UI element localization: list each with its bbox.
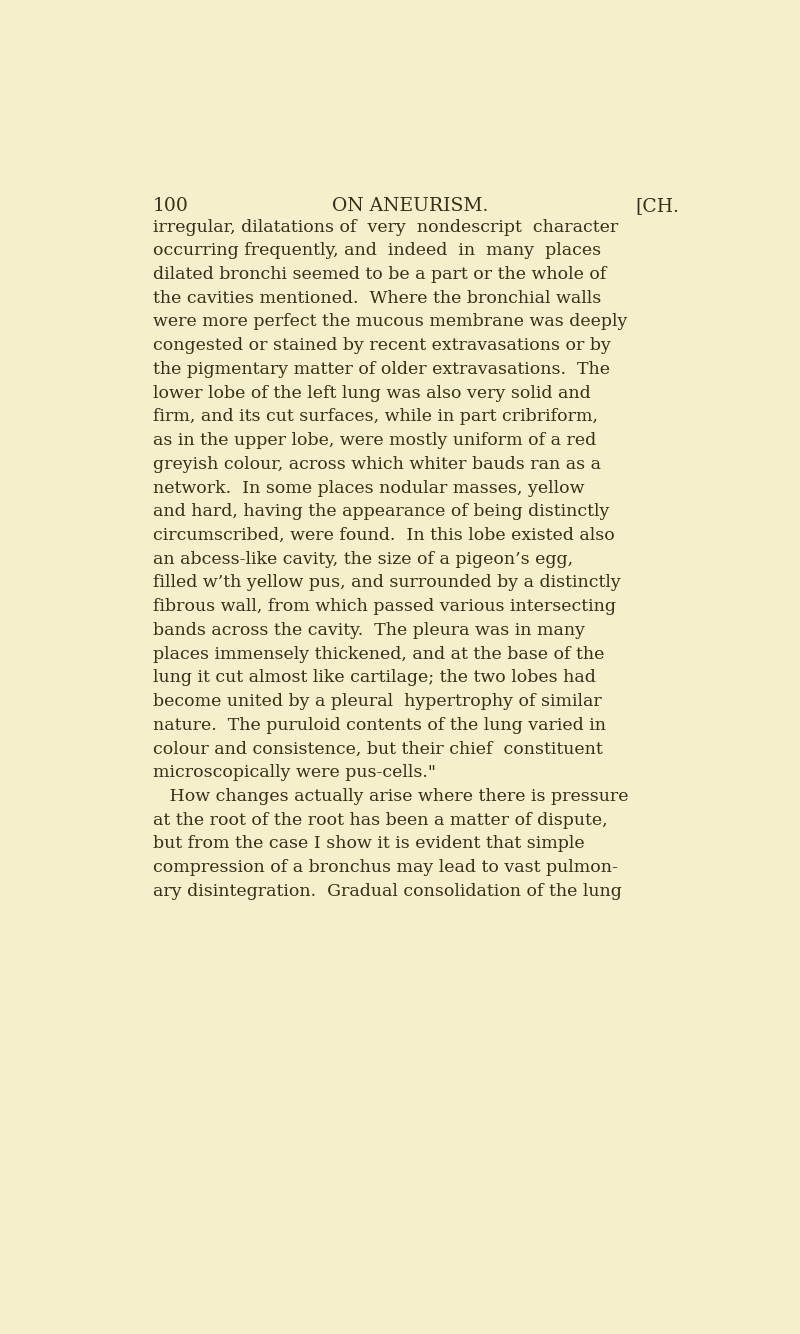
Text: become united by a pleural  hypertrophy of similar: become united by a pleural hypertrophy o… xyxy=(153,692,602,710)
Text: [CH.: [CH. xyxy=(636,197,680,215)
Text: microscopically were pus-cells.": microscopically were pus-cells." xyxy=(153,764,436,782)
Text: an abcess-like cavity, the size of a pigeon’s egg,: an abcess-like cavity, the size of a pig… xyxy=(153,551,573,568)
Text: fibrous wall, from which passed various intersecting: fibrous wall, from which passed various … xyxy=(153,598,616,615)
Text: lower lobe of the left lung was also very solid and: lower lobe of the left lung was also ver… xyxy=(153,384,590,402)
Text: at the root of the root has been a matter of dispute,: at the root of the root has been a matte… xyxy=(153,811,607,828)
Text: were more perfect the mucous membrane was deeply: were more perfect the mucous membrane wa… xyxy=(153,313,627,331)
Text: greyish colour, across which whiter bauds ran as a: greyish colour, across which whiter baud… xyxy=(153,456,601,472)
Text: congested or stained by recent extravasations or by: congested or stained by recent extravasa… xyxy=(153,338,610,355)
Text: network.  In some places nodular masses, yellow: network. In some places nodular masses, … xyxy=(153,479,584,496)
Text: filled w’th yellow pus, and surrounded by a distinctly: filled w’th yellow pus, and surrounded b… xyxy=(153,575,621,591)
Text: ary disintegration.  Gradual consolidation of the lung: ary disintegration. Gradual consolidatio… xyxy=(153,883,622,899)
Text: dilated bronchi seemed to be a part or the whole of: dilated bronchi seemed to be a part or t… xyxy=(153,265,606,283)
Text: colour and consistence, but their chief  constituent: colour and consistence, but their chief … xyxy=(153,740,602,758)
Text: compression of a bronchus may lead to vast pulmon-: compression of a bronchus may lead to va… xyxy=(153,859,618,876)
Text: lung it cut almost like cartilage; the two lobes had: lung it cut almost like cartilage; the t… xyxy=(153,670,595,686)
Text: firm, and its cut surfaces, while in part cribriform,: firm, and its cut surfaces, while in par… xyxy=(153,408,598,426)
Text: but from the case I show it is evident that simple: but from the case I show it is evident t… xyxy=(153,835,584,852)
Text: ON ANEURISM.: ON ANEURISM. xyxy=(332,197,488,215)
Text: irregular, dilatations of  very  nondescript  character: irregular, dilatations of very nondescri… xyxy=(153,219,618,236)
Text: circumscribed, were found.  In this lobe existed also: circumscribed, were found. In this lobe … xyxy=(153,527,614,544)
Text: nature.  The puruloid contents of the lung varied in: nature. The puruloid contents of the lun… xyxy=(153,716,606,734)
Text: bands across the cavity.  The pleura was in many: bands across the cavity. The pleura was … xyxy=(153,622,585,639)
Text: and hard, having the appearance of being distinctly: and hard, having the appearance of being… xyxy=(153,503,609,520)
Text: occurring frequently, and  indeed  in  many  places: occurring frequently, and indeed in many… xyxy=(153,243,601,259)
Text: places immensely thickened, and at the base of the: places immensely thickened, and at the b… xyxy=(153,646,604,663)
Text: as in the upper lobe, were mostly uniform of a red: as in the upper lobe, were mostly unifor… xyxy=(153,432,596,450)
Text: the pigmentary matter of older extravasations.  The: the pigmentary matter of older extravasa… xyxy=(153,362,610,378)
Text: the cavities mentioned.  Where the bronchial walls: the cavities mentioned. Where the bronch… xyxy=(153,289,601,307)
Text: How changes actually arise where there is pressure: How changes actually arise where there i… xyxy=(153,788,628,804)
Text: 100: 100 xyxy=(153,197,189,215)
